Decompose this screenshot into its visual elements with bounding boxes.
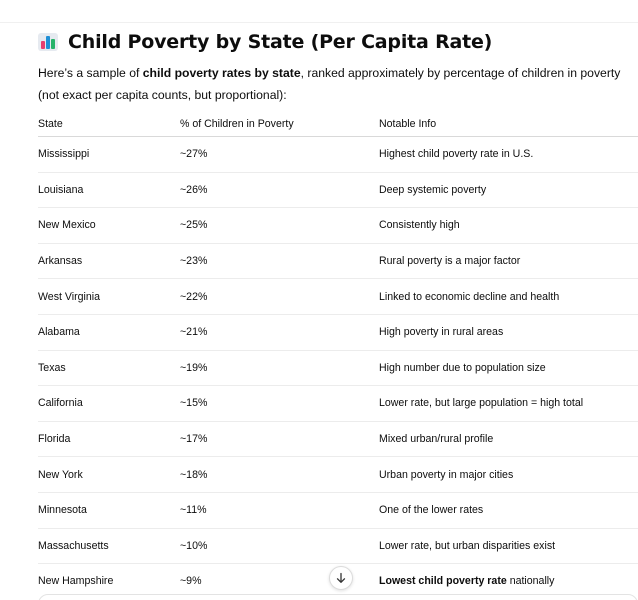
table-row: Texas ~19% High number due to population… bbox=[38, 350, 638, 387]
table-row: New York ~18% Urban poverty in major cit… bbox=[38, 456, 638, 493]
cell-info: One of the lower rates bbox=[379, 492, 638, 529]
cell-info: Highest child poverty rate in U.S. bbox=[379, 136, 638, 173]
cell-state: New Hampshire bbox=[38, 575, 114, 588]
cell-state: New Mexico bbox=[38, 207, 180, 244]
chart-icon-bar bbox=[41, 41, 45, 49]
table-row: New Mexico ~25% Consistently high bbox=[38, 207, 638, 244]
cell-info: Rural poverty is a major factor bbox=[379, 243, 638, 280]
cell-percent: ~17% bbox=[180, 421, 379, 458]
table-row: Massachusetts ~10% Lower rate, but urban… bbox=[38, 528, 638, 565]
cell-info-rest: nationally bbox=[506, 575, 555, 588]
cell-info: Mixed urban/rural profile bbox=[379, 421, 638, 458]
cell-state: Louisiana bbox=[38, 172, 180, 209]
column-header-percent: % of Children in Poverty bbox=[180, 112, 379, 137]
cell-state: Minnesota bbox=[38, 492, 180, 529]
cell-info: Consistently high bbox=[379, 207, 638, 244]
cell-percent: ~25% bbox=[180, 207, 379, 244]
cell-percent: ~23% bbox=[180, 243, 379, 280]
intro-text-line2: (not exact per capita counts, but propor… bbox=[38, 88, 287, 102]
cell-percent: ~22% bbox=[180, 278, 379, 315]
chart-icon-bar bbox=[46, 36, 50, 49]
cell-state: Mississippi bbox=[38, 136, 180, 173]
intro-text: , ranked approximately by percentage of … bbox=[300, 66, 621, 80]
arrow-down-icon bbox=[336, 572, 346, 583]
poverty-table: State % of Children in Poverty Notable I… bbox=[38, 112, 638, 599]
cell-info: High number due to population size bbox=[379, 350, 638, 387]
message-composer[interactable] bbox=[38, 594, 638, 600]
cell-percent: ~18% bbox=[180, 456, 379, 493]
column-header-state: State bbox=[38, 112, 180, 137]
cell-info: Urban poverty in major cities bbox=[379, 456, 638, 493]
table-header-row: State % of Children in Poverty Notable I… bbox=[38, 112, 638, 137]
table-row: Mississippi ~27% Highest child poverty r… bbox=[38, 136, 638, 173]
cell-percent: ~19% bbox=[180, 350, 379, 387]
table-row: California ~15% Lower rate, but large po… bbox=[38, 385, 638, 422]
table-row: Alabama ~21% High poverty in rural areas bbox=[38, 314, 638, 351]
cell-state: Alabama bbox=[38, 314, 180, 351]
bar-chart-icon bbox=[38, 33, 58, 51]
cell-percent: ~10% bbox=[180, 528, 379, 565]
table-row: West Virginia ~22% Linked to economic de… bbox=[38, 278, 638, 315]
table-row: New Hampshire ~9% Lowest child poverty r… bbox=[38, 564, 638, 599]
cell-state: Arkansas bbox=[38, 243, 180, 280]
cell-percent: ~11% bbox=[180, 492, 379, 529]
cell-percent: ~21% bbox=[180, 314, 379, 351]
cell-state: Texas bbox=[38, 350, 180, 387]
cell-state: Florida bbox=[38, 421, 180, 458]
chart-icon-bar bbox=[51, 39, 55, 49]
cell-state: Massachusetts bbox=[38, 528, 180, 565]
cell-percent: ~9% bbox=[180, 575, 202, 588]
column-header-info: Notable Info bbox=[379, 112, 638, 137]
cell-state: West Virginia bbox=[38, 278, 180, 315]
page-title: Child Poverty by State (Per Capita Rate) bbox=[68, 31, 493, 53]
header-divider bbox=[0, 22, 638, 23]
table-row: Louisiana ~26% Deep systemic poverty bbox=[38, 172, 638, 209]
cell-percent: ~15% bbox=[180, 385, 379, 422]
cell-info: Deep systemic poverty bbox=[379, 172, 638, 209]
cell-state: California bbox=[38, 385, 180, 422]
intro-bold-text: child poverty rates by state bbox=[142, 66, 301, 80]
cell-info: Lower rate, but urban disparities exist bbox=[379, 528, 638, 565]
intro-text: Here’s a sample of bbox=[38, 66, 143, 80]
cell-info-bold: Lowest child poverty rate bbox=[379, 575, 507, 588]
intro-paragraph: Here’s a sample of child poverty rates b… bbox=[38, 62, 638, 106]
cell-info: High poverty in rural areas bbox=[379, 314, 638, 351]
section-heading: Child Poverty by State (Per Capita Rate) bbox=[38, 30, 492, 54]
table-row: Florida ~17% Mixed urban/rural profile bbox=[38, 421, 638, 458]
cell-percent: ~27% bbox=[180, 136, 379, 173]
cell-info: Lower rate, but large population = high … bbox=[379, 385, 638, 422]
table-row: Arkansas ~23% Rural poverty is a major f… bbox=[38, 243, 638, 280]
cell-percent: ~26% bbox=[180, 172, 379, 209]
table-row: Minnesota ~11% One of the lower rates bbox=[38, 492, 638, 529]
cell-state: New York bbox=[38, 456, 180, 493]
cell-info: Lowest child poverty rate nationally bbox=[379, 564, 638, 599]
poverty-table-container: State % of Children in Poverty Notable I… bbox=[38, 112, 638, 599]
cell-info: Linked to economic decline and health bbox=[379, 278, 638, 315]
scroll-to-bottom-button[interactable] bbox=[329, 566, 353, 590]
